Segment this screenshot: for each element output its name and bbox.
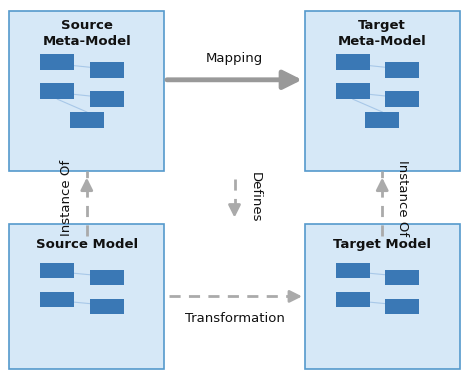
Text: Source
Meta-Model: Source Meta-Model <box>42 19 131 48</box>
Bar <box>336 83 370 99</box>
FancyBboxPatch shape <box>9 224 164 369</box>
Text: Source Model: Source Model <box>36 238 138 251</box>
FancyBboxPatch shape <box>305 224 460 369</box>
Text: Target
Meta-Model: Target Meta-Model <box>338 19 427 48</box>
Bar <box>365 112 399 128</box>
Bar <box>386 299 419 314</box>
Bar <box>90 299 124 314</box>
Text: Mapping: Mapping <box>206 52 263 65</box>
Bar <box>40 54 75 70</box>
Bar <box>40 263 75 278</box>
Bar <box>336 54 370 70</box>
Bar <box>90 91 124 107</box>
Text: Target Model: Target Model <box>333 238 431 251</box>
Bar <box>336 263 370 278</box>
Bar <box>40 292 75 307</box>
Bar <box>90 271 124 285</box>
Bar <box>386 271 419 285</box>
Text: Instance Of: Instance Of <box>396 160 409 236</box>
FancyBboxPatch shape <box>305 11 460 171</box>
Text: Instance Of: Instance Of <box>60 160 73 236</box>
Bar <box>70 112 104 128</box>
Bar <box>336 292 370 307</box>
Bar <box>40 83 75 99</box>
Text: Defines: Defines <box>249 173 262 223</box>
Bar <box>90 62 124 78</box>
Text: Transformation: Transformation <box>185 312 284 325</box>
FancyBboxPatch shape <box>9 11 164 171</box>
Bar <box>386 62 419 78</box>
Bar <box>386 91 419 107</box>
